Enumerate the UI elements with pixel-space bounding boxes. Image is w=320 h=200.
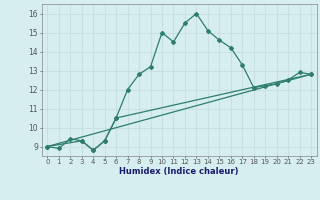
X-axis label: Humidex (Indice chaleur): Humidex (Indice chaleur) bbox=[119, 167, 239, 176]
